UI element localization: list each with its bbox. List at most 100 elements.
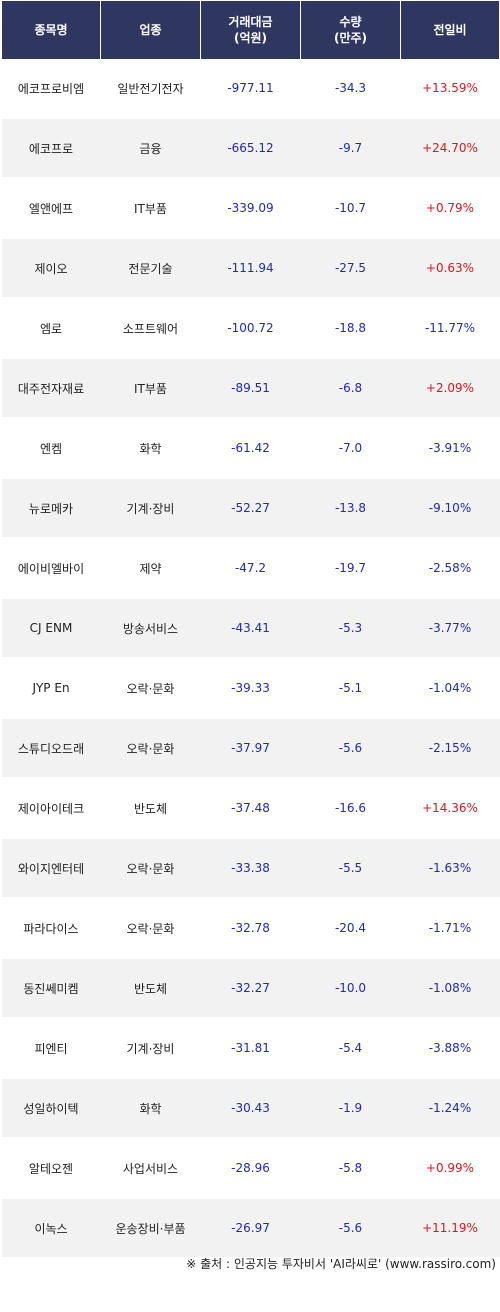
stock-name-cell: CJ ENM: [1, 598, 101, 659]
table-row: 엔켐 화학 -61.42 -7.0 -3.91%: [1, 418, 500, 479]
quantity-cell: -27.5: [300, 238, 401, 299]
sector-cell: 기계·장비: [100, 1018, 201, 1079]
quantity-cell: -7.0: [300, 418, 401, 479]
amount-cell: -37.97: [200, 718, 301, 779]
amount-cell: -339.09: [200, 178, 301, 239]
table-row: 에코프로비엠 일반전기전자 -977.11 -34.3 +13.59%: [1, 59, 500, 119]
quantity-cell: -16.6: [300, 778, 401, 839]
sector-cell: 방송서비스: [100, 598, 201, 659]
quantity-cell: -5.6: [300, 1198, 401, 1259]
table-header-row: 종목명 업종 거래대금 (억원) 수량 (만주) 전일비: [1, 1, 500, 59]
change-cell: +11.19%: [400, 1198, 500, 1259]
stock-name-cell: 뉴로메카: [1, 478, 101, 539]
table-row: 엘앤에프 IT부품 -339.09 -10.7 +0.79%: [1, 178, 500, 239]
sector-cell: 오락·문화: [100, 658, 201, 719]
quantity-cell: -1.9: [300, 1078, 401, 1139]
quantity-cell: -19.7: [300, 538, 401, 599]
table-row: 성일하이텍 화학 -30.43 -1.9 -1.24%: [1, 1078, 500, 1139]
change-cell: -2.58%: [400, 538, 500, 599]
header-quantity-unit: (만주): [333, 31, 368, 45]
change-cell: +2.09%: [400, 358, 500, 419]
stock-name-cell: 에이비엘바이: [1, 538, 101, 599]
change-cell: -11.77%: [400, 298, 500, 359]
header-quantity: 수량 (만주): [300, 1, 401, 59]
stock-table: 종목명 업종 거래대금 (억원) 수량 (만주) 전일비 에코프로비엠 일반전기전자 -…: [1, 1, 500, 1259]
table-row: 엠로 소프트웨어 -100.72 -18.8 -11.77%: [1, 298, 500, 359]
stock-name-cell: 엘앤에프: [1, 178, 101, 239]
quantity-cell: -6.8: [300, 358, 401, 419]
sector-cell: 금융: [100, 118, 201, 179]
table-row: 제이아이테크 반도체 -37.48 -16.6 +14.36%: [1, 778, 500, 839]
quantity-cell: -20.4: [300, 898, 401, 959]
sector-cell: IT부품: [100, 178, 201, 239]
change-cell: -3.77%: [400, 598, 500, 659]
stock-name-cell: 대주전자재료: [1, 358, 101, 419]
table-row: 스튜디오드래 오락·문화 -37.97 -5.6 -2.15%: [1, 718, 500, 779]
change-cell: +24.70%: [400, 118, 500, 179]
stock-name-cell: 성일하이텍: [1, 1078, 101, 1139]
sector-cell: 오락·문화: [100, 898, 201, 959]
table-row: 파라다이스 오락·문화 -32.78 -20.4 -1.71%: [1, 898, 500, 959]
stock-name-cell: JYP En: [1, 658, 101, 719]
change-cell: +0.79%: [400, 178, 500, 239]
header-change: 전일비: [400, 1, 500, 59]
change-cell: -1.04%: [400, 658, 500, 719]
header-sector: 업종: [100, 1, 201, 59]
table-row: JYP En 오락·문화 -39.33 -5.1 -1.04%: [1, 658, 500, 719]
quantity-cell: -5.4: [300, 1018, 401, 1079]
stock-name-cell: 엔켐: [1, 418, 101, 479]
quantity-cell: -10.0: [300, 958, 401, 1019]
quantity-cell: -5.3: [300, 598, 401, 659]
amount-cell: -28.96: [200, 1138, 301, 1199]
sector-cell: 제약: [100, 538, 201, 599]
amount-cell: -39.33: [200, 658, 301, 719]
stock-name-cell: 엠로: [1, 298, 101, 359]
amount-cell: -111.94: [200, 238, 301, 299]
amount-cell: -32.27: [200, 958, 301, 1019]
stock-name-cell: 동진쎄미켐: [1, 958, 101, 1019]
amount-cell: -32.78: [200, 898, 301, 959]
stock-name-cell: 제이오: [1, 238, 101, 299]
change-cell: -2.15%: [400, 718, 500, 779]
sector-cell: 사업서비스: [100, 1138, 201, 1199]
sector-cell: 운송장비·부품: [100, 1198, 201, 1259]
sector-cell: 오락·문화: [100, 718, 201, 779]
quantity-cell: -10.7: [300, 178, 401, 239]
quantity-cell: -18.8: [300, 298, 401, 359]
amount-cell: -61.42: [200, 418, 301, 479]
amount-cell: -37.48: [200, 778, 301, 839]
sector-cell: 반도체: [100, 958, 201, 1019]
sector-cell: 반도체: [100, 778, 201, 839]
table-body: 에코프로비엠 일반전기전자 -977.11 -34.3 +13.59% 에코프로 금융 -66…: [1, 59, 500, 1259]
quantity-cell: -9.7: [300, 118, 401, 179]
header-quantity-label: 수량: [339, 15, 362, 29]
header-amount: 거래대금 (억원): [200, 1, 301, 59]
sector-cell: 전문기술: [100, 238, 201, 299]
change-cell: -1.08%: [400, 958, 500, 1019]
table-row: CJ ENM 방송서비스 -43.41 -5.3 -3.77%: [1, 598, 500, 659]
stock-name-cell: 피엔티: [1, 1018, 101, 1079]
quantity-cell: -5.5: [300, 838, 401, 899]
sector-cell: 일반전기전자: [100, 59, 201, 119]
change-cell: -1.24%: [400, 1078, 500, 1139]
table-row: 이녹스 운송장비·부품 -26.97 -5.6 +11.19%: [1, 1198, 500, 1259]
table-row: 동진쎄미켐 반도체 -32.27 -10.0 -1.08%: [1, 958, 500, 1019]
change-cell: +0.99%: [400, 1138, 500, 1199]
change-cell: +14.36%: [400, 778, 500, 839]
table-row: 피엔티 기계·장비 -31.81 -5.4 -3.88%: [1, 1018, 500, 1079]
change-cell: -3.88%: [400, 1018, 500, 1079]
source-footer: ※ 출처 : 인공지능 투자비서 'AI라씨로' (www.rassiro.co…: [186, 1257, 496, 1271]
stock-name-cell: 와이지엔터테: [1, 838, 101, 899]
sector-cell: 화학: [100, 1078, 201, 1139]
sector-cell: IT부품: [100, 358, 201, 419]
amount-cell: -100.72: [200, 298, 301, 359]
stock-name-cell: 에코프로비엠: [1, 59, 101, 119]
table-row: 제이오 전문기술 -111.94 -27.5 +0.63%: [1, 238, 500, 299]
table-row: 와이지엔터테 오락·문화 -33.38 -5.5 -1.63%: [1, 838, 500, 899]
stock-name-cell: 제이아이테크: [1, 778, 101, 839]
stock-name-cell: 파라다이스: [1, 898, 101, 959]
change-cell: -9.10%: [400, 478, 500, 539]
table-row: 대주전자재료 IT부품 -89.51 -6.8 +2.09%: [1, 358, 500, 419]
quantity-cell: -5.1: [300, 658, 401, 719]
stock-name-cell: 스튜디오드래: [1, 718, 101, 779]
